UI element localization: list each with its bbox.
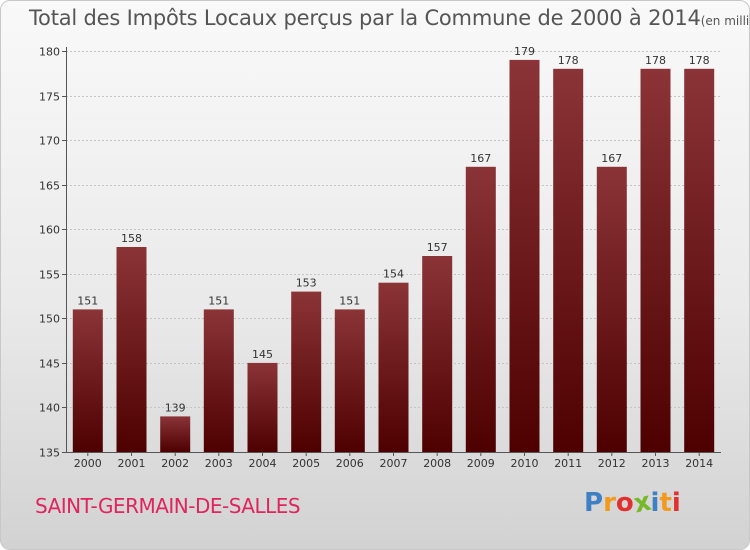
y-tick-label: 150 — [39, 313, 60, 326]
y-tick-label: 175 — [39, 91, 60, 104]
x-tick-label: 2009 — [467, 457, 495, 470]
x-tick-label: 2008 — [423, 457, 451, 470]
x-tick-label: 2006 — [336, 457, 364, 470]
y-tick-label: 170 — [39, 135, 60, 148]
x-tick-label: 2002 — [161, 457, 189, 470]
data-label-2001: 158 — [121, 232, 142, 245]
bar-2010 — [509, 59, 540, 453]
x-tick-label: 2005 — [292, 457, 320, 470]
data-label-2004: 145 — [252, 348, 273, 361]
y-tick-label: 180 — [39, 46, 60, 59]
bar-2000 — [72, 309, 103, 452]
data-label-2011: 178 — [558, 54, 579, 67]
data-label-2005: 153 — [296, 277, 317, 290]
bar-2008 — [422, 256, 453, 452]
y-tick-label: 135 — [39, 447, 60, 460]
axes: 135 140 145 150 155 160 165 170 175 180 2000 2001 20… — [39, 46, 721, 470]
x-tick-label: 2011 — [554, 457, 582, 470]
proxiti-logo[interactable]: Proxiti — [584, 487, 681, 520]
data-label-2000: 151 — [77, 294, 98, 307]
x-tick-label: 2013 — [642, 457, 670, 470]
bar-2006 — [334, 309, 365, 452]
x-tick-label: 2001 — [118, 457, 146, 470]
y-tick-label: 165 — [39, 180, 60, 193]
bar-chart: 1511581391511451531511541571671791781671… — [39, 45, 721, 470]
x-tick-label: 2004 — [249, 457, 277, 470]
data-label-2010: 179 — [514, 45, 535, 58]
data-label-2007: 154 — [383, 268, 404, 281]
logo-letter: P — [584, 488, 604, 518]
data-label-2002: 139 — [165, 401, 186, 414]
bar-2001 — [116, 247, 147, 452]
chart-title: Total des Impôts Locaux perçus par la Co… — [29, 6, 750, 30]
logo-letter: t — [659, 488, 672, 518]
data-label-2013: 178 — [645, 54, 666, 67]
data-label-2008: 157 — [427, 241, 448, 254]
bar-2007 — [378, 282, 409, 452]
y-tick-label: 140 — [39, 402, 60, 415]
bar-2003 — [203, 309, 234, 452]
title-text: Total des Impôts Locaux perçus par la Co… — [29, 6, 701, 30]
data-label-2006: 151 — [339, 294, 360, 307]
y-tick-label: 145 — [39, 358, 60, 371]
bar-2013 — [640, 68, 671, 453]
bar-2002 — [160, 416, 191, 452]
logo-letter: r — [603, 488, 616, 518]
x-tick-label: 2003 — [205, 457, 233, 470]
data-label-2014: 178 — [689, 54, 710, 67]
bars-group: 151 158 139 151 145 153 151 154 157 167 179 178 167 1… — [72, 45, 715, 453]
x-tick-label: 2012 — [598, 457, 626, 470]
y-tick-label: 160 — [39, 224, 60, 237]
data-label-2003: 151 — [208, 294, 229, 307]
bar-2011 — [553, 68, 584, 453]
logo-letter: i — [671, 488, 681, 518]
x-tick-label: 2007 — [380, 457, 408, 470]
y-tick-label: 155 — [39, 269, 60, 282]
bar-2004 — [247, 362, 278, 452]
commune-name: SAINT-GERMAIN-DE-SALLES — [35, 494, 301, 518]
chart-subtitle: (en milliers d'€) — [700, 14, 750, 28]
x-tick-label: 2014 — [685, 457, 713, 470]
bar-2005 — [291, 291, 322, 452]
bar-2012 — [596, 166, 627, 453]
x-tick-label: 2000 — [74, 457, 102, 470]
logo-letter: o — [615, 488, 634, 518]
data-label-2009: 167 — [470, 152, 491, 165]
bar-2014 — [684, 68, 715, 453]
data-label-2012: 167 — [601, 152, 622, 165]
bar-2009 — [465, 166, 496, 453]
x-tick-label: 2010 — [511, 457, 539, 470]
logo-letter: i — [650, 488, 660, 518]
